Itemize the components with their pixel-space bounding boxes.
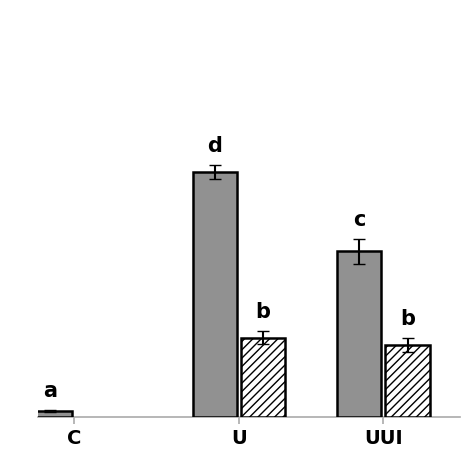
Bar — [385, 345, 429, 417]
Text: c: c — [353, 210, 365, 229]
Text: b: b — [255, 302, 270, 322]
Text: a: a — [43, 381, 57, 401]
Text: d: d — [207, 136, 222, 155]
Bar — [28, 410, 72, 417]
Bar — [192, 172, 237, 417]
Bar — [337, 251, 382, 417]
Text: b: b — [400, 309, 415, 329]
Bar — [241, 338, 285, 417]
